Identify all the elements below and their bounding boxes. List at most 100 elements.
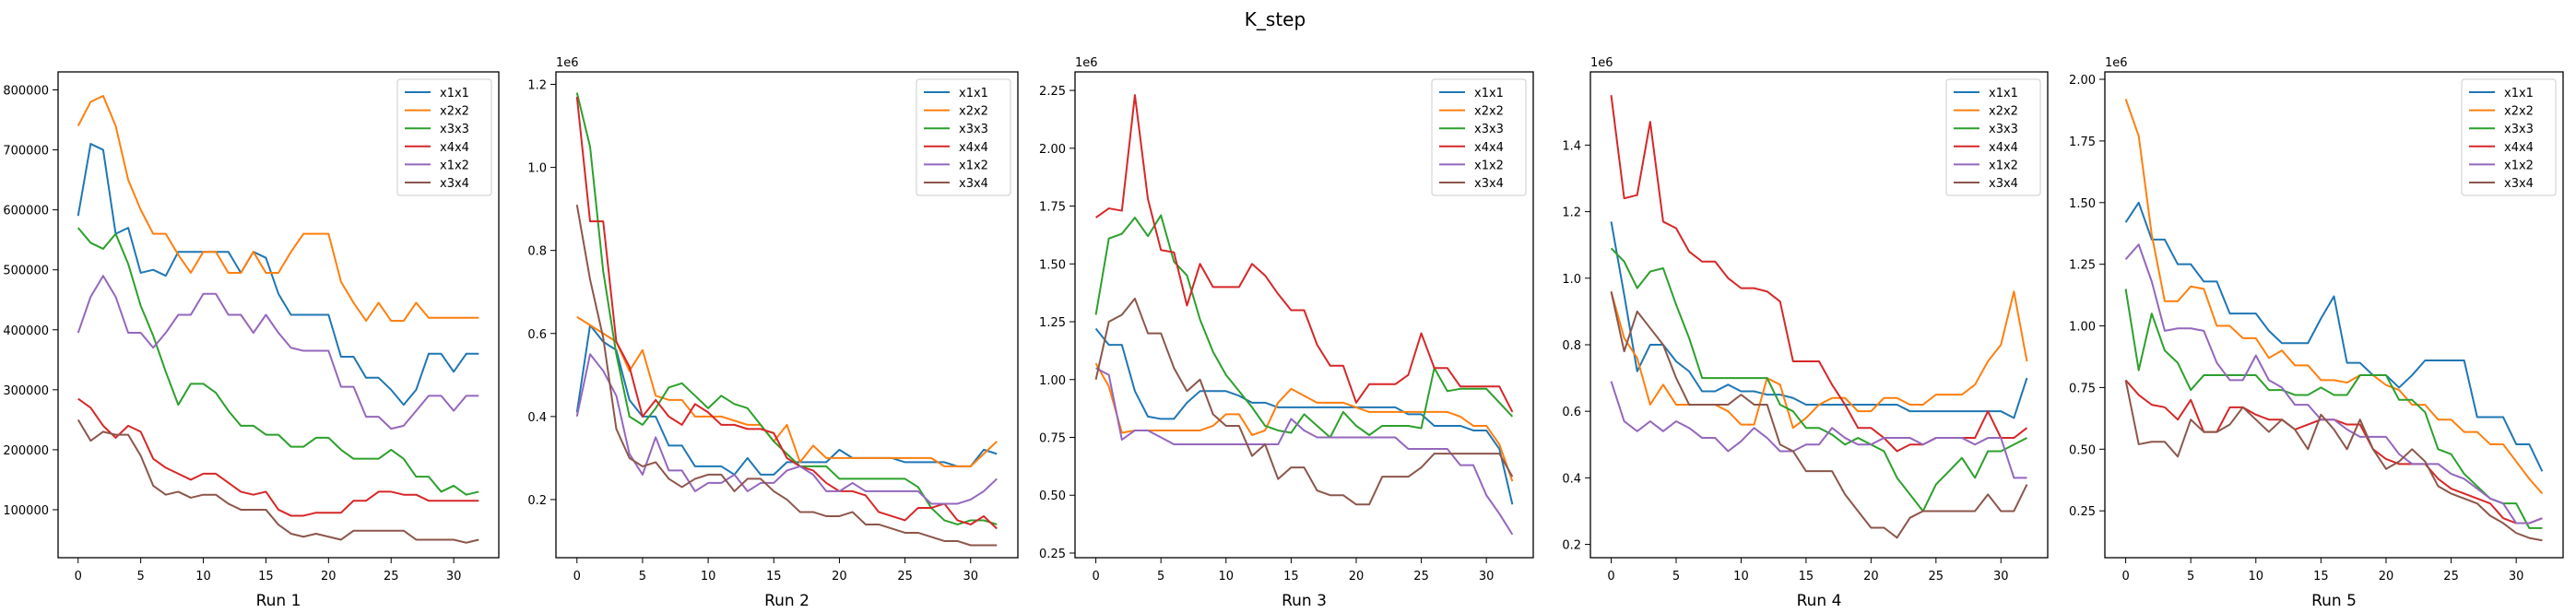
- legend-label-x1x2: x1x2: [1474, 159, 1504, 172]
- legend-label-x2x2: x2x2: [440, 105, 469, 119]
- y-tick-label: 0.50: [1039, 489, 1066, 503]
- legend-label-x1x1: x1x1: [959, 87, 988, 100]
- legend-label-x3x3: x3x3: [959, 123, 988, 136]
- series-line-x3x4: [1094, 297, 1514, 506]
- legend-box: [1431, 78, 1527, 196]
- x-tick-label: 30: [446, 570, 462, 584]
- legend-box: [396, 78, 492, 196]
- y-tick-label: 0.6: [1562, 406, 1581, 419]
- series-line-x2x2: [77, 95, 479, 323]
- y-tick-label: 0.25: [2069, 505, 2096, 519]
- y-tick-label: 0.6: [527, 328, 547, 342]
- y-tick-label: 1.25: [2069, 259, 2096, 273]
- x-tick-label: 0: [2121, 570, 2129, 584]
- y-tick-label: 2.25: [1039, 85, 1066, 99]
- x-tick-label: 15: [766, 570, 782, 584]
- series-line-x3x4: [575, 204, 998, 547]
- x-tick-label: 10: [701, 570, 716, 584]
- series-lines: [2124, 99, 2544, 542]
- series-line-x3x3: [575, 92, 998, 525]
- y-tick-label: 0.75: [2069, 382, 2096, 395]
- subplot-run-3: 0 5 10 15 20 25 30 0.25 0.50 0.75 1.00 1.25 1.50 1.75…: [1039, 56, 1534, 610]
- legend-label-x1x1: x1x1: [1474, 87, 1504, 100]
- x-axis-label: Run 5: [2311, 592, 2357, 610]
- x-tick-label: 30: [963, 570, 978, 584]
- x-tick-label: 0: [573, 570, 581, 584]
- subplot-run-4: 0 5 10 15 20 25 30 0.2 0.4 0.6 0.8 1.0 1.2 1.4 1e6 Run …: [1562, 56, 2049, 610]
- legend-label-x3x3: x3x3: [2504, 123, 2534, 136]
- x-tick-label: 5: [639, 570, 646, 584]
- x-tick-label: 20: [832, 570, 847, 584]
- y-tick-label: 200000: [3, 444, 49, 458]
- axes-frame: [57, 71, 500, 559]
- x-tick-label: 10: [1219, 570, 1235, 584]
- series-line-x3x3: [77, 227, 479, 496]
- y-tick-label: 0.4: [1562, 472, 1581, 486]
- series-line-x3x3: [1094, 214, 1514, 439]
- y-tick-label: 1.00: [1039, 374, 1066, 388]
- series-line-x2x2: [1610, 290, 2028, 430]
- x-tick-label: 15: [258, 570, 274, 584]
- y-tick-label: 0.25: [1039, 548, 1066, 561]
- axes-frame: [1074, 71, 1534, 559]
- series-line-x1x1: [575, 324, 998, 476]
- series-line-x1x2: [575, 353, 998, 505]
- x-tick-label: 5: [2187, 570, 2194, 584]
- subplot-run-2: 0 5 10 15 20 25 30 0.2 0.4 0.6 0.8 1.0 1.2 1e6 Run 2 x1…: [527, 56, 1019, 610]
- series-line-x1x1: [1610, 221, 2028, 419]
- legend-label-x3x4: x3x4: [1989, 177, 2018, 191]
- subplot-run-5: 0 5 10 15 20 25 30 0.25 0.50 0.75 1.00 1.25 1.50 1.75…: [2069, 56, 2564, 610]
- y-tick-label: 800000: [3, 85, 49, 99]
- x-tick-label: 20: [1349, 570, 1365, 584]
- legend-label-x1x2: x1x2: [959, 159, 988, 172]
- y-tick-label: 600000: [3, 205, 49, 218]
- legend-label-x4x4: x4x4: [440, 141, 469, 155]
- legend: x1x1 x2x2 x3x3 x4x4 x1x2 x3x4: [1945, 78, 2041, 196]
- series-lines: [575, 92, 998, 547]
- axes-frame: [1589, 71, 2049, 559]
- y-tick-label: 1.00: [2069, 321, 2096, 335]
- legend-label-x3x4: x3x4: [440, 177, 469, 191]
- legend: x1x1 x2x2 x3x3 x4x4 x1x2 x3x4: [2461, 78, 2557, 196]
- legend-box: [2461, 78, 2557, 196]
- y-tick-label: 0.8: [1562, 339, 1581, 353]
- legend: x1x1 x2x2 x3x3 x4x4 x1x2 x3x4: [1431, 78, 1527, 196]
- series-line-x2x2: [1094, 362, 1514, 482]
- legend-label-x2x2: x2x2: [2504, 105, 2534, 119]
- x-tick-label: 25: [384, 570, 399, 584]
- x-tick-label: 0: [1092, 570, 1099, 584]
- series-lines: [1610, 95, 2028, 539]
- x-tick-label: 20: [321, 570, 337, 584]
- x-tick-label: 20: [2379, 570, 2394, 584]
- axes-frame: [2104, 71, 2564, 559]
- y-tick-label: 1.50: [2069, 197, 2096, 211]
- y-tick-label: 1.75: [2069, 136, 2096, 149]
- x-tick-label: 10: [2249, 570, 2264, 584]
- series-line-x1x1: [1094, 327, 1514, 505]
- legend-label-x1x1: x1x1: [2504, 87, 2534, 100]
- series-line-x2x2: [2124, 99, 2544, 495]
- series-line-x3x3: [2124, 289, 2543, 529]
- y-tick-label: 100000: [3, 504, 49, 518]
- legend-label-x2x2: x2x2: [1989, 105, 2018, 119]
- y-tick-label: 1.75: [1039, 201, 1066, 215]
- y-tick-label: 2.00: [2069, 74, 2096, 88]
- legend: x1x1 x2x2 x3x3 x4x4 x1x2 x3x4: [396, 78, 492, 196]
- y-tick-label: 0.2: [1562, 539, 1581, 553]
- y-offset-text: 1e6: [1075, 56, 1098, 70]
- series-line-x4x4: [2124, 379, 2543, 525]
- series-line-x4x4: [77, 397, 479, 517]
- x-tick-label: 20: [1863, 570, 1879, 584]
- series-line-x2x2: [576, 315, 998, 467]
- x-tick-label: 15: [1283, 570, 1299, 584]
- subplots: 0 5 10 15 20 25 301000002000003000004000005000…: [3, 56, 2564, 610]
- series-line-x4x4: [1095, 94, 1514, 413]
- y-tick-label: 1.4: [1562, 139, 1581, 153]
- series-line-x3x4: [2124, 380, 2543, 542]
- legend-label-x1x2: x1x2: [440, 159, 469, 172]
- subplot-run-1: 0 5 10 15 20 25 30 100000 200000 300000 400000 5000…: [3, 71, 500, 610]
- figure-title: K_step: [1245, 8, 1306, 30]
- series-lines: [1094, 94, 1514, 536]
- y-tick-label: 1.25: [1039, 316, 1066, 330]
- legend-label-x1x1: x1x1: [440, 87, 469, 100]
